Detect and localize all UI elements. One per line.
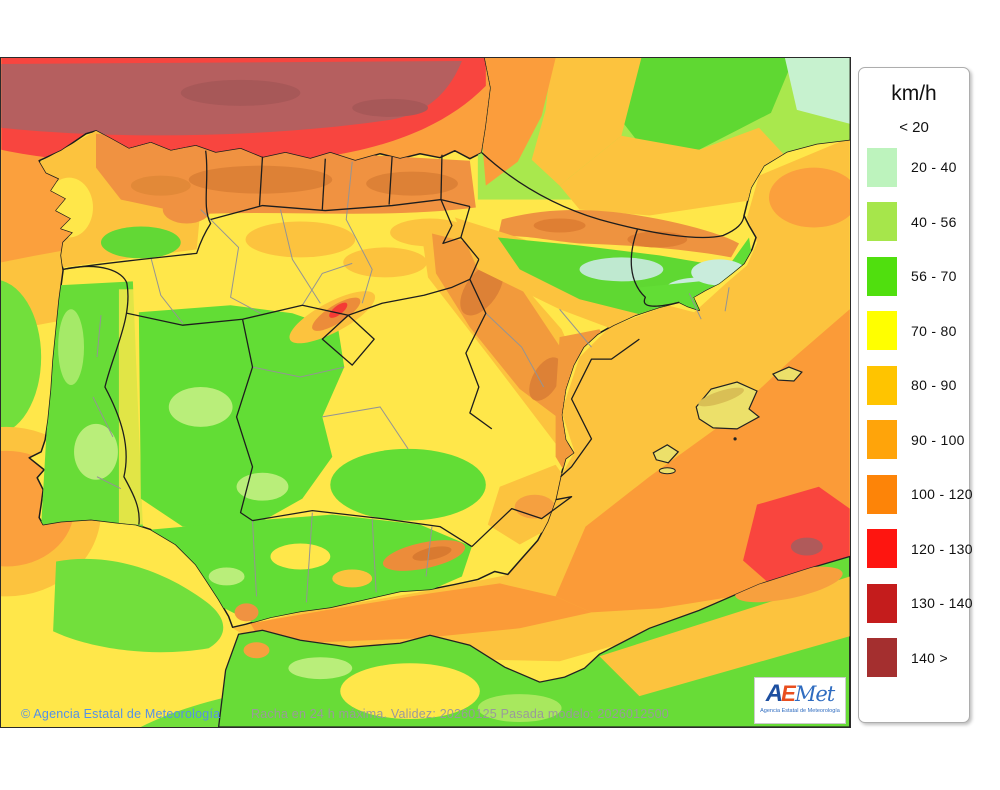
legend-label: 40 - 56 — [911, 213, 957, 230]
legend-row: 140 > — [859, 631, 969, 686]
legend-swatch — [867, 202, 897, 242]
wind-gust-map — [1, 58, 850, 727]
legend-label: 70 - 80 — [911, 322, 957, 339]
legend-swatch — [867, 365, 897, 405]
logo-script-met: Met — [794, 682, 835, 706]
legend-label: 56 - 70 — [911, 268, 957, 285]
legend-label: 80 - 90 — [911, 377, 957, 394]
legend-swatch — [867, 256, 897, 296]
legend-row: 70 - 80 — [859, 304, 969, 359]
legend-swatch — [867, 583, 897, 623]
africa-landmass — [217, 555, 850, 727]
legend-row: 20 - 40 — [859, 140, 969, 195]
legend-panel: km/h < 20 20 - 40 40 - 56 56 - 70 70 - 8… — [858, 67, 973, 723]
logo-letter-a: A — [765, 680, 783, 707]
legend-label: 100 - 120 — [911, 486, 973, 503]
aemet-logo-wordmark: AEEMet — [755, 682, 845, 706]
legend-swatch — [867, 638, 897, 678]
legend-label: 120 - 130 — [911, 540, 973, 557]
legend-swatch — [867, 474, 897, 514]
wind-gust-map-frame: © Agencia Estatal de Meteorología Racha … — [0, 57, 851, 728]
legend-row: 80 - 90 — [859, 358, 969, 413]
province-borders — [92, 161, 730, 603]
legend-row: 90 - 100 — [859, 413, 969, 468]
logo-subtitle: Agencia Estatal de Meteorología — [760, 708, 840, 714]
legend-title: km/h — [891, 82, 937, 105]
legend-row: 56 - 70 — [859, 249, 969, 304]
legend-swatch — [867, 420, 897, 460]
legend-below-min: < 20 — [899, 118, 929, 136]
region-borders — [62, 150, 745, 548]
iberia-landmass — [28, 58, 850, 629]
legend-row: 120 - 130 — [859, 522, 973, 577]
legend-swatch — [867, 529, 897, 569]
logo-letter-e: E — [781, 681, 796, 706]
legend-row: 40 - 56 — [859, 195, 969, 250]
legend-label: 20 - 40 — [911, 159, 957, 176]
legend-label: 90 - 100 — [911, 431, 965, 448]
legend-row: 100 - 120 — [859, 467, 973, 522]
legend-label: 140 > — [911, 649, 948, 666]
legend-swatch — [867, 147, 897, 187]
aemet-logo: AEEMet Agencia Estatal de Meteorología — [754, 677, 846, 724]
legend-swatch — [867, 311, 897, 351]
copyright-caption: © Agencia Estatal de Meteorología — [21, 707, 221, 721]
balearic-islands — [652, 366, 803, 475]
legend-row: 130 - 140 — [859, 576, 973, 631]
legend-label: 130 - 140 — [911, 595, 973, 612]
validity-caption: Racha en 24 h máxima. Validez: 20260125 … — [251, 707, 669, 721]
